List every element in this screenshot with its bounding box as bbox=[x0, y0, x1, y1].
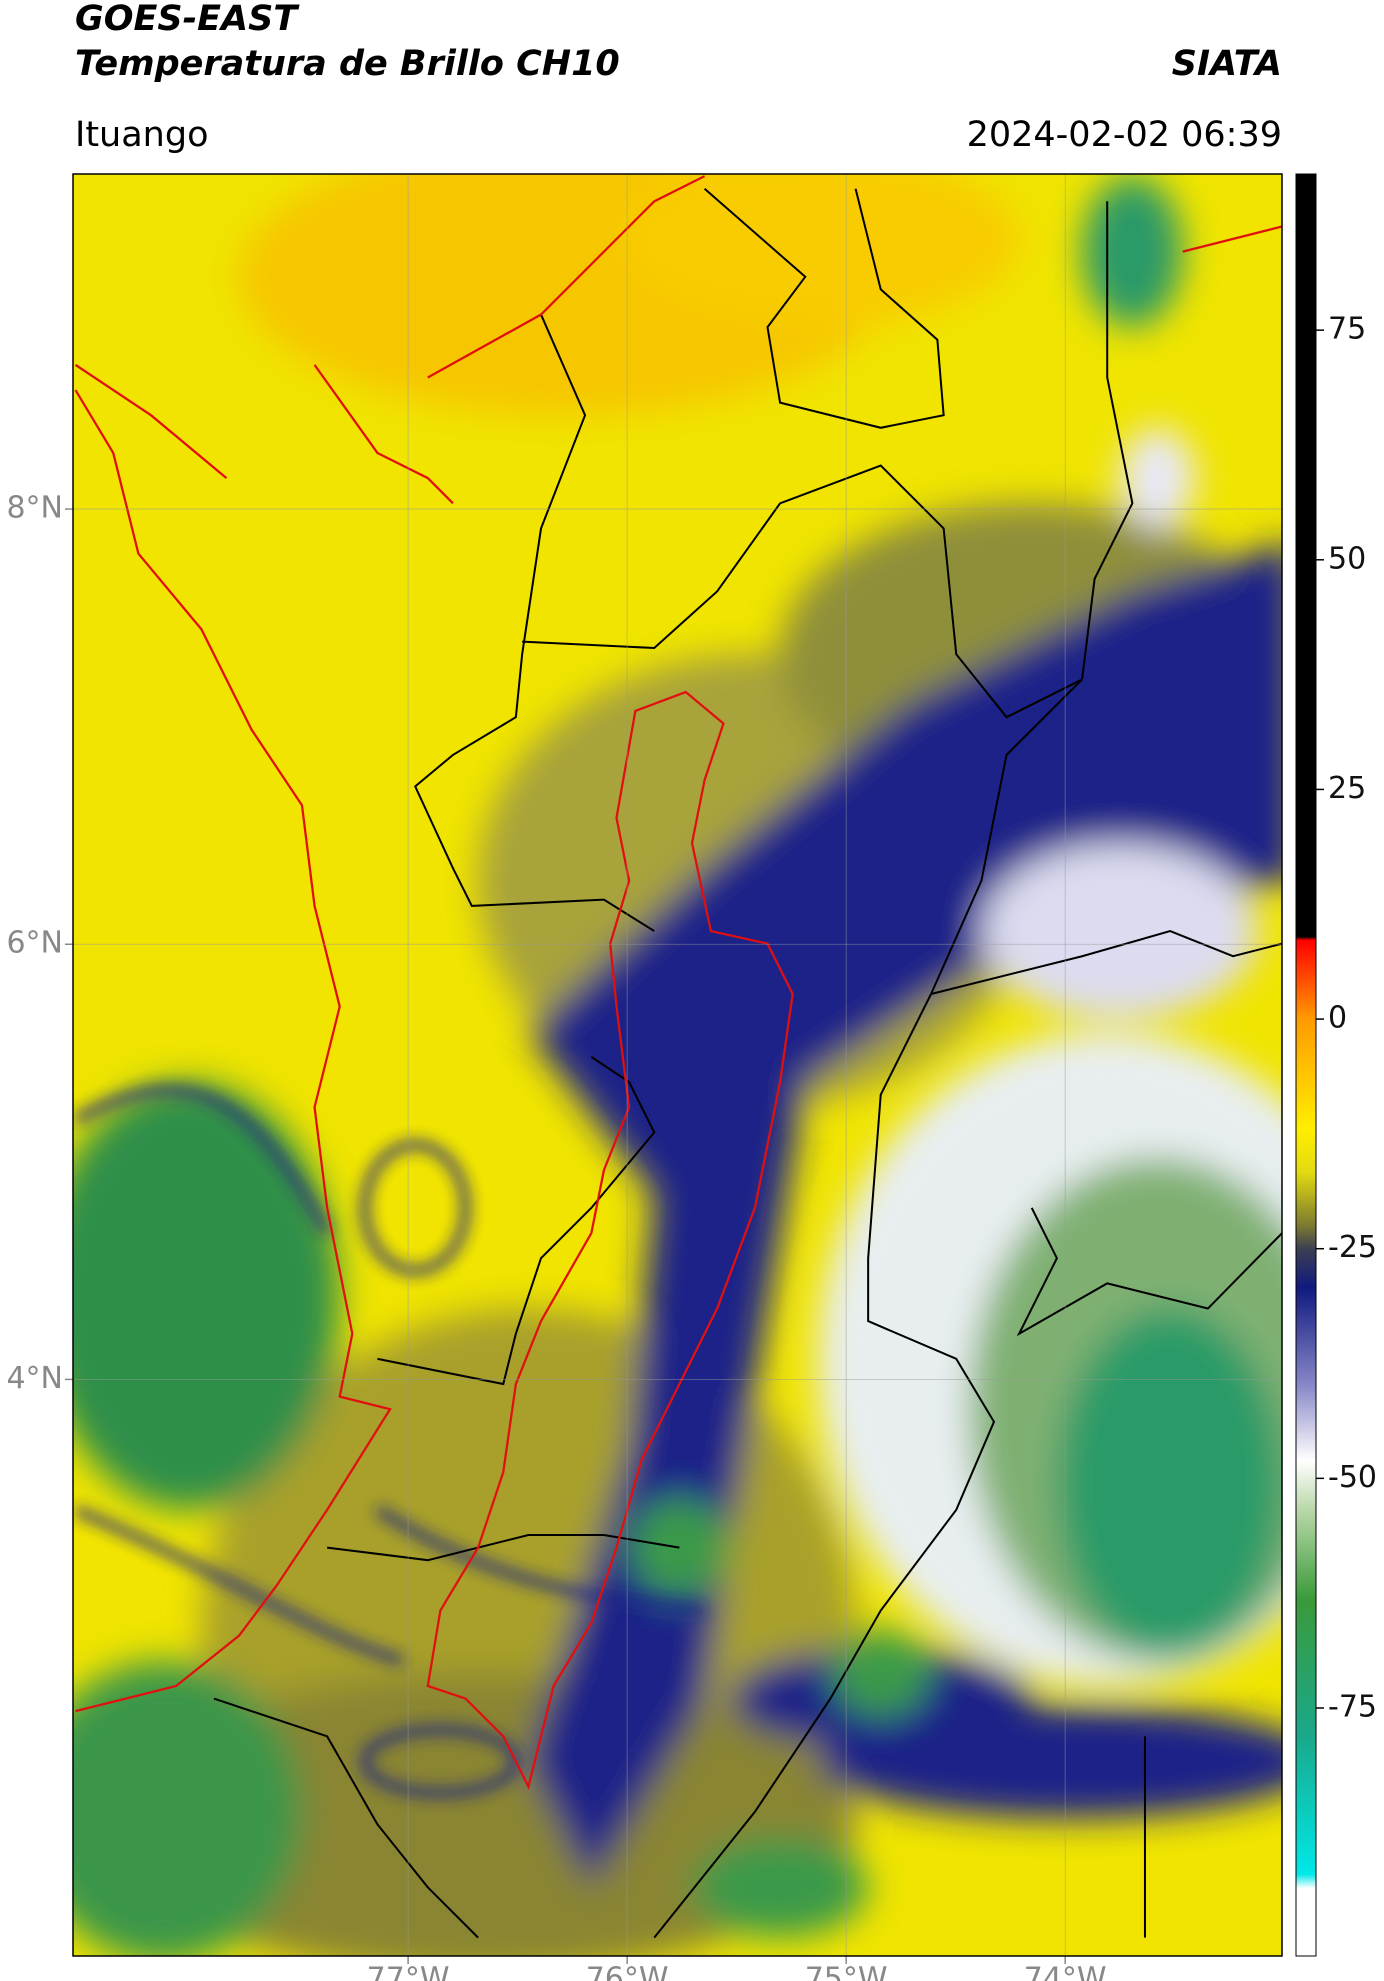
colorbar-tick-label: -50 bbox=[1328, 1460, 1377, 1495]
map-frame bbox=[72, 173, 1283, 1957]
colorbar-tick-label: 25 bbox=[1328, 771, 1366, 806]
x-tick-label: 77°W bbox=[367, 1962, 450, 1981]
y-tick-label: 4°N bbox=[6, 1361, 63, 1396]
x-tick-label: 74°W bbox=[1024, 1962, 1107, 1981]
colorbar-tick-label: -25 bbox=[1328, 1230, 1377, 1265]
y-tick-label: 6°N bbox=[6, 926, 63, 961]
x-tick-label: 75°W bbox=[805, 1962, 888, 1981]
satellite-image bbox=[73, 174, 1282, 1956]
colorbar-tick-label: 0 bbox=[1328, 1001, 1347, 1036]
y-tick-label: 8°N bbox=[6, 491, 63, 526]
subtitle: Temperatura de Brillo CH10 bbox=[75, 44, 620, 84]
colorbar bbox=[1295, 173, 1317, 1957]
x-tick-label: 76°W bbox=[586, 1962, 669, 1981]
axes bbox=[65, 174, 1282, 1964]
colorbar-tick-label: -75 bbox=[1328, 1689, 1377, 1724]
datetime: 2024-02-02 06:39 bbox=[967, 115, 1282, 155]
colorbar-tick-label: 75 bbox=[1328, 312, 1366, 347]
colorbar-tick-label: 50 bbox=[1328, 541, 1366, 576]
title: GOES-EAST bbox=[75, 0, 300, 39]
source: SIATA bbox=[1172, 44, 1282, 84]
location: Ituango bbox=[75, 115, 209, 155]
